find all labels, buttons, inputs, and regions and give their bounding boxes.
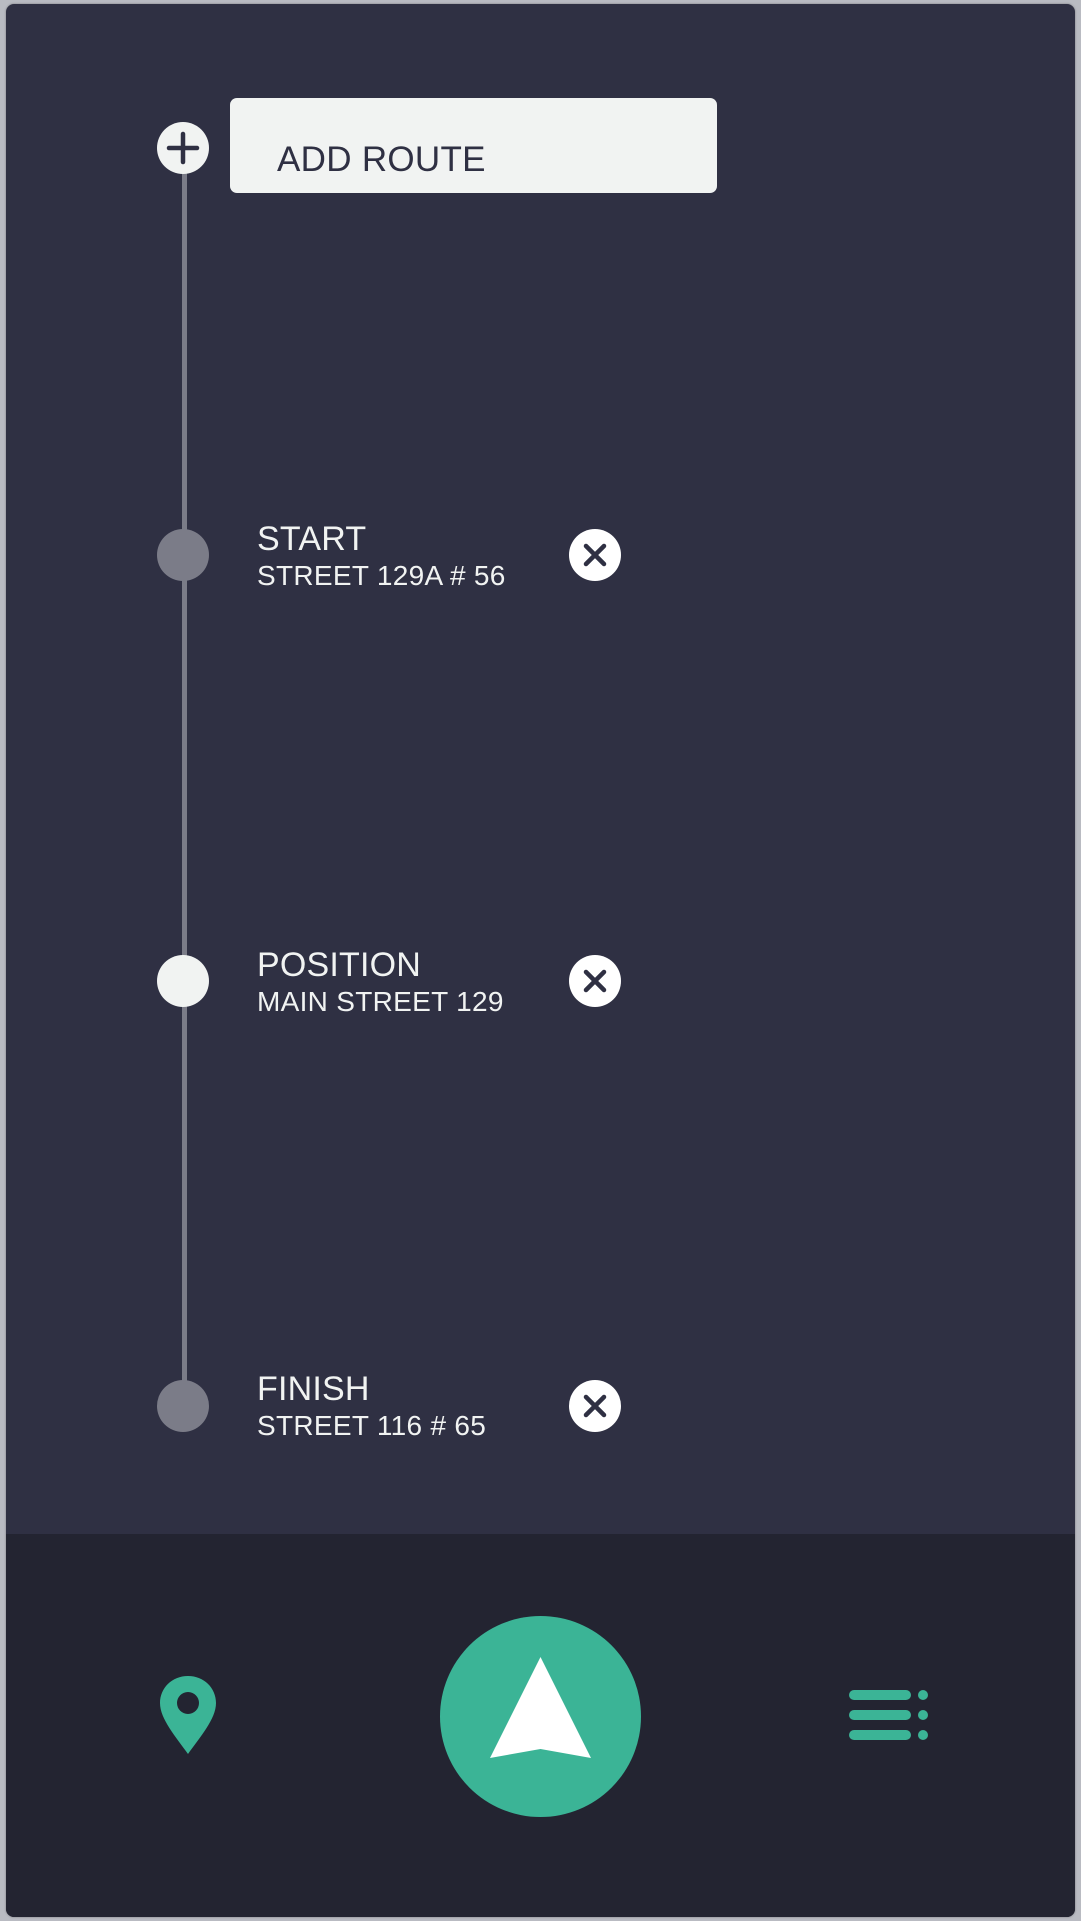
app-screen: ADD ROUTE START STREET 129A # 56 POSITIO…: [6, 4, 1075, 1917]
close-icon: [583, 969, 607, 993]
route-list-menu-button[interactable]: [849, 1682, 931, 1748]
waypoint-address: STREET 129A # 56: [257, 560, 506, 591]
map-pin-icon: [160, 1676, 216, 1754]
waypoint-marker-finish: [157, 1380, 209, 1432]
bottom-nav-bar: [6, 1534, 1075, 1917]
remove-waypoint-finish-button[interactable]: [569, 1380, 621, 1432]
add-route-label: ADD ROUTE: [277, 140, 486, 179]
map-pin-button[interactable]: [157, 1674, 219, 1756]
list-menu-icon: [849, 1690, 928, 1740]
waypoint-marker-position: [157, 955, 209, 1007]
waypoint-start[interactable]: START STREET 129A # 56: [257, 522, 506, 590]
remove-waypoint-start-button[interactable]: [569, 529, 621, 581]
waypoint-title: POSITION: [257, 946, 422, 984]
add-route-input[interactable]: ADD ROUTE: [230, 98, 717, 193]
waypoint-position[interactable]: POSITION MAIN STREET 129: [257, 948, 504, 1016]
add-route-button[interactable]: [157, 122, 209, 174]
waypoint-title: START: [257, 520, 367, 558]
waypoint-address: MAIN STREET 129: [257, 986, 504, 1017]
navigation-arrow-icon: [490, 1657, 591, 1758]
close-icon: [583, 543, 607, 567]
waypoint-finish[interactable]: FINISH STREET 116 # 65: [257, 1372, 486, 1440]
remove-waypoint-position-button[interactable]: [569, 955, 621, 1007]
route-timeline-line: [182, 150, 187, 1405]
waypoint-title: FINISH: [257, 1370, 370, 1408]
plus-icon: [166, 131, 200, 165]
waypoint-address: STREET 116 # 65: [257, 1410, 487, 1441]
waypoint-marker-start: [157, 529, 209, 581]
start-navigation-button[interactable]: [440, 1616, 641, 1817]
close-icon: [583, 1394, 607, 1418]
